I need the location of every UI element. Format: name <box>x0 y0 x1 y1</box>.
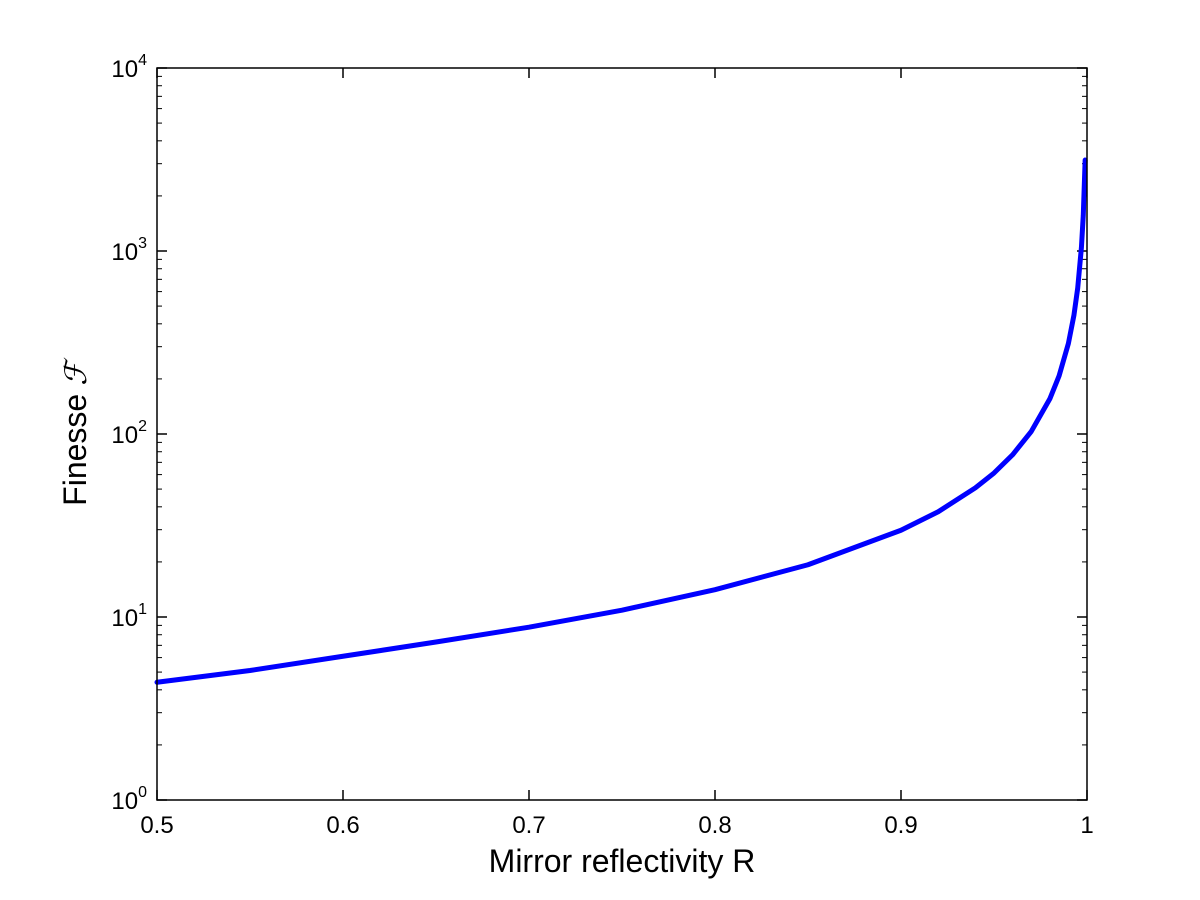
y-axis-title-text: Finesse <box>57 394 93 506</box>
y-tick-label: 103 <box>111 235 147 266</box>
x-tick-label: 0.5 <box>140 812 173 839</box>
y-tick-label-base: 10 <box>111 422 138 449</box>
y-tick-label-base: 10 <box>111 605 138 632</box>
y-tick-label-exponent: 3 <box>138 235 147 252</box>
finesse-curve <box>154 157 1088 685</box>
plot-frame <box>156 67 1088 801</box>
y-tick-label-exponent: 0 <box>138 784 147 801</box>
x-axis-title: Mirror reflectivity R <box>489 843 756 879</box>
plot-area <box>157 68 1087 800</box>
y-tick-label-base: 10 <box>111 239 138 266</box>
y-tick-label: 101 <box>111 601 147 632</box>
x-tick-label: 0.6 <box>326 812 359 839</box>
series-layer <box>154 157 1088 685</box>
y-tick-label: 104 <box>111 52 147 83</box>
y-tick-label: 102 <box>111 418 147 449</box>
y-tick-label-exponent: 4 <box>138 52 147 69</box>
y-axis-title-symbol: ℱ <box>59 357 94 386</box>
y-tick-label-exponent: 2 <box>138 418 147 435</box>
y-tick-label-base: 10 <box>111 56 138 83</box>
x-tick-label: 0.7 <box>512 812 545 839</box>
y-tick-label-base: 10 <box>111 788 138 815</box>
y-tick-label-exponent: 1 <box>138 601 147 618</box>
y-tick-label: 100 <box>111 784 147 815</box>
x-tick-label: 0.8 <box>698 812 731 839</box>
x-tick-label: 0.9 <box>884 812 917 839</box>
x-tick-label: 1 <box>1080 812 1093 839</box>
y-axis-title: Finesse ℱ <box>57 357 94 506</box>
